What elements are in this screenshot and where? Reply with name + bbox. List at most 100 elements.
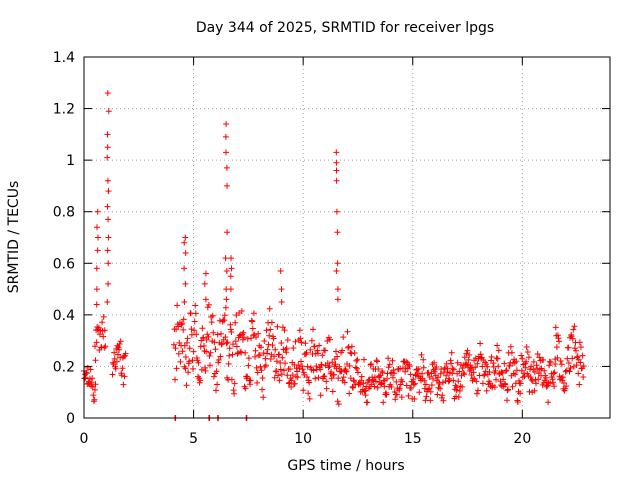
data-point [119, 365, 126, 372]
y-tick-label: 1 [66, 153, 75, 169]
data-point [313, 363, 320, 370]
data-point [453, 384, 460, 391]
data-point [391, 370, 398, 377]
data-point [333, 149, 340, 156]
data-point [104, 154, 111, 161]
data-point [175, 350, 182, 357]
data-point [550, 370, 557, 377]
data-point [495, 363, 502, 370]
data-point [362, 392, 369, 399]
data-point [100, 333, 107, 340]
data-point [267, 356, 274, 362]
data-point [482, 368, 489, 375]
x-tick-label: 10 [294, 431, 312, 447]
data-point [109, 371, 116, 378]
data-point [565, 344, 572, 351]
data-point [311, 343, 318, 350]
data-point [232, 319, 239, 326]
data-point [473, 378, 480, 385]
data-point [276, 377, 283, 384]
data-point [174, 302, 181, 309]
data-point [571, 323, 578, 330]
data-point [530, 358, 537, 365]
data-point [364, 399, 371, 406]
data-point [282, 360, 289, 367]
data-point [556, 338, 562, 345]
data-point [105, 280, 112, 287]
data-point [384, 375, 390, 382]
data-point [343, 368, 350, 375]
data-point [242, 349, 249, 356]
data-point [388, 383, 395, 390]
data-point [112, 365, 119, 372]
data-point [190, 348, 197, 355]
data-point [292, 338, 299, 345]
data-point [221, 312, 228, 319]
data-point [324, 338, 331, 344]
data-point [172, 345, 179, 352]
data-point [464, 361, 470, 368]
data-point [256, 352, 263, 358]
data-point [415, 365, 422, 372]
data-point [208, 319, 215, 326]
data-point [104, 203, 111, 210]
data-point [179, 348, 186, 355]
data-point [317, 392, 324, 399]
data-point [245, 355, 252, 362]
data-point [223, 164, 230, 171]
data-point [181, 239, 188, 246]
data-point [503, 367, 510, 374]
data-point [551, 369, 558, 376]
data-point [278, 371, 285, 378]
data-point [418, 351, 425, 358]
x-axis-label: GPS time / hours [287, 458, 404, 474]
data-point [259, 375, 266, 381]
data-point [547, 380, 554, 387]
data-point [217, 353, 224, 360]
data-point [505, 386, 512, 393]
data-point [278, 286, 285, 293]
data-point [188, 331, 195, 338]
data-point [523, 358, 530, 365]
data-point [224, 339, 231, 346]
data-point [351, 350, 358, 356]
data-point [500, 376, 507, 383]
data-point [90, 392, 97, 399]
data-point [261, 338, 268, 344]
data-point [244, 335, 251, 342]
data-point [228, 376, 235, 383]
data-point [225, 360, 232, 367]
data-point [333, 167, 340, 174]
data-point [277, 366, 284, 373]
data-point [322, 347, 329, 354]
data-point [202, 296, 209, 303]
data-point [333, 159, 340, 166]
data-point [105, 216, 112, 223]
data-point [181, 299, 188, 305]
data-point [312, 375, 319, 382]
data-point [226, 352, 233, 359]
data-point [410, 376, 417, 383]
data-point [245, 362, 252, 369]
data-point [83, 370, 90, 377]
data-point [304, 363, 311, 370]
data-point [242, 385, 249, 392]
data-point [563, 367, 570, 374]
data-point [200, 334, 207, 341]
data-point [525, 354, 532, 361]
data-point [531, 368, 538, 375]
data-point [209, 312, 216, 319]
data-point [333, 268, 340, 274]
data-point [419, 370, 426, 377]
data-point [229, 351, 236, 358]
data-point [567, 365, 574, 371]
data-point [433, 364, 440, 370]
data-point [184, 339, 190, 346]
data-point [484, 363, 491, 370]
data-point [427, 397, 434, 404]
data-point [517, 390, 524, 397]
data-point [104, 131, 111, 138]
data-point [341, 379, 348, 386]
data-point [93, 286, 100, 293]
data-point [258, 367, 265, 374]
